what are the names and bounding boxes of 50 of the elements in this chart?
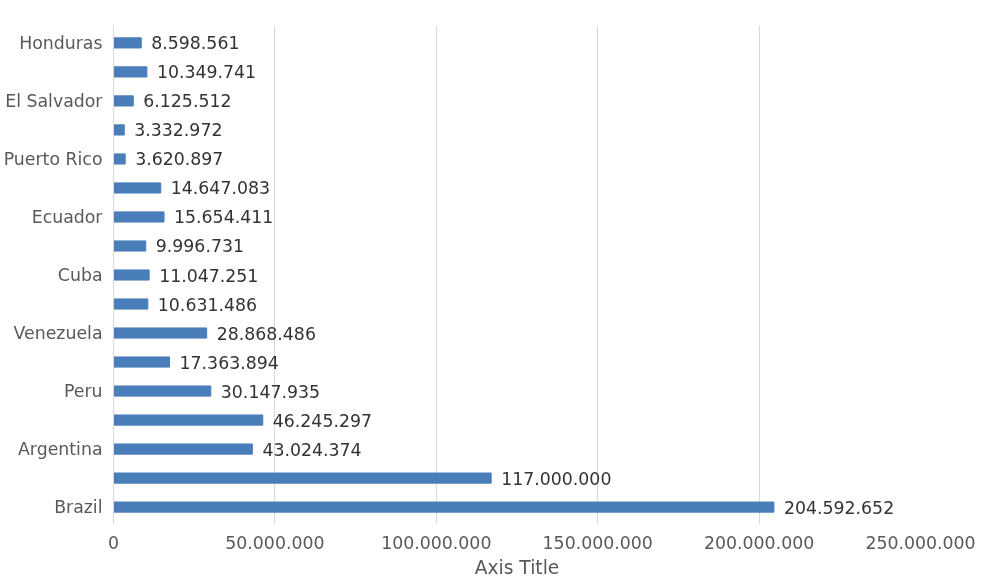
data-label: 11.047.251 [159, 265, 259, 286]
bar [113, 182, 162, 194]
data-label: 117.000.000 [501, 468, 612, 489]
y-tick-label: Cuba [57, 265, 103, 285]
bar [113, 66, 148, 78]
data-label: 3.620.897 [135, 149, 224, 170]
y-tick-label: Honduras [19, 32, 103, 53]
y-tick-label: Puerto Rico [3, 148, 103, 169]
bar [113, 240, 147, 252]
y-tick-label: Argentina [17, 439, 103, 460]
data-label: 8.598.561 [151, 33, 240, 54]
bar [113, 124, 125, 136]
x-tick-label: 0 [107, 532, 120, 553]
bar [113, 385, 212, 397]
bar [113, 269, 150, 281]
data-label: 204.592.652 [783, 497, 895, 518]
data-label: 3.332.972 [134, 120, 223, 141]
data-label: 9.996.731 [155, 236, 244, 257]
bar [113, 37, 142, 49]
y-tick-label: El Salvador [5, 90, 104, 111]
data-label: 28.868.486 [216, 323, 316, 344]
y-tick-label: Peru [63, 381, 103, 402]
bar [113, 472, 492, 484]
data-label: 10.631.486 [157, 294, 258, 315]
x-tick-label: 200.000.000 [703, 532, 815, 553]
data-label: 14.647.083 [170, 178, 270, 199]
data-label: 46.245.297 [272, 410, 372, 431]
bar [113, 327, 208, 339]
y-tick-label: Brazil [54, 497, 103, 518]
data-label: 6.125.512 [143, 91, 232, 112]
bar [113, 211, 165, 223]
x-axis-title: Axis Title [474, 556, 560, 578]
x-tick-label: 50.000.000 [225, 532, 325, 553]
bar [113, 443, 253, 455]
data-label: 30.147.935 [220, 381, 321, 402]
data-label: 43.024.374 [262, 439, 362, 460]
x-tick-label: 100.000.000 [381, 532, 492, 553]
y-tick-label: Ecuador [31, 206, 104, 227]
bar [113, 414, 264, 426]
bar [113, 153, 126, 165]
x-tick-label: 150.000.000 [542, 532, 653, 553]
y-tick-label: Venezuela [13, 323, 103, 344]
data-label: 10.349.741 [156, 62, 257, 83]
bar [113, 298, 149, 310]
x-tick-label: 250.000.000 [865, 532, 976, 553]
data-label: 15.654.411 [174, 207, 274, 228]
bar [113, 356, 171, 368]
bar [113, 501, 775, 513]
data-label: 17.363.894 [179, 352, 279, 373]
bar [113, 95, 134, 107]
